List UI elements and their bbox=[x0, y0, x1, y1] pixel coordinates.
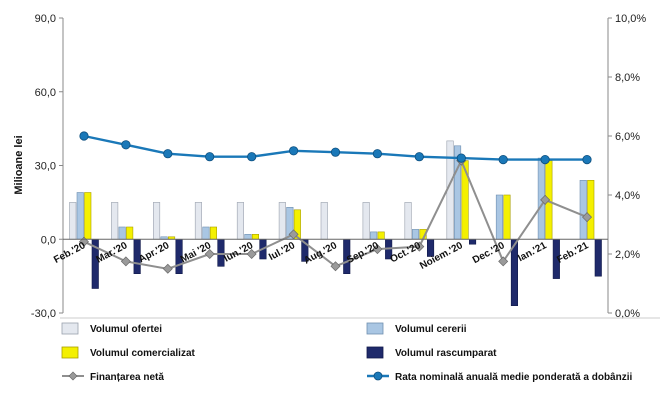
y2-tick-label: 8,0% bbox=[615, 72, 640, 84]
y-tick-label: 90,0 bbox=[35, 13, 56, 25]
x-tick-label: Apr.'20 bbox=[137, 240, 172, 265]
point-finantarea-neta-3 bbox=[204, 249, 215, 259]
x-tick-label: Ian.'21 bbox=[516, 240, 549, 264]
point-finantarea-neta-12 bbox=[582, 212, 593, 223]
point-rata-nominala-anuala-medie-ponderata-a-dobanzii-7 bbox=[372, 149, 382, 159]
bar-volumul-cererii-7 bbox=[370, 231, 378, 240]
point-finantarea-neta-8 bbox=[414, 241, 425, 252]
point-finantarea-neta-6 bbox=[330, 261, 341, 272]
y2-tick-label: 10,0% bbox=[615, 13, 646, 25]
bar-volumul-comercializat-10 bbox=[503, 194, 511, 240]
point-rata-nominala-anuala-medie-ponderata-a-dobanzii-2 bbox=[163, 149, 173, 159]
bar-volumul-cererii-10 bbox=[495, 194, 504, 240]
point-finantarea-neta-7 bbox=[372, 244, 383, 255]
x-tick-label: Iun.'20 bbox=[222, 240, 255, 265]
point-rata-nominala-anuala-medie-ponderata-a-dobanzii-0 bbox=[79, 131, 89, 141]
legend-label-volumul-cererii: Volumul cererii bbox=[395, 324, 467, 335]
legend-marker-rata-nominala-anuala-medie-ponderata-a-dobanzii bbox=[373, 371, 383, 381]
bar-volumul-comercializat-7 bbox=[377, 231, 385, 240]
point-finantarea-neta-1 bbox=[120, 256, 131, 267]
legend-label-volumul-ofertei: Volumul ofertei bbox=[90, 324, 162, 335]
y-axis-title: Milioane lei bbox=[13, 135, 25, 194]
point-rata-nominala-anuala-medie-ponderata-a-dobanzii-5 bbox=[288, 146, 299, 156]
point-rata-nominala-anuala-medie-ponderata-a-dobanzii-12 bbox=[582, 155, 592, 165]
point-rata-nominala-anuala-medie-ponderata-a-dobanzii-9 bbox=[456, 153, 466, 163]
legend-swatch-volumul-rascumparat bbox=[366, 346, 384, 359]
bar-volumul-ofertei-8 bbox=[404, 202, 412, 240]
legend-label-rata-nominala-anuala-medie-ponderata-a-dobanzii: Rata nominală anuală medie ponderată a d… bbox=[395, 372, 632, 383]
point-rata-nominala-anuala-medie-ponderata-a-dobanzii-3 bbox=[205, 152, 215, 162]
bar-volumul-cererii-0 bbox=[76, 192, 84, 240]
bar-volumul-ofertei-3 bbox=[194, 202, 202, 240]
bar-volumul-comercializat-12 bbox=[587, 180, 595, 240]
point-rata-nominala-anuala-medie-ponderata-a-dobanzii-11 bbox=[540, 155, 550, 165]
point-rata-nominala-anuala-medie-ponderata-a-dobanzii-6 bbox=[330, 147, 341, 157]
bar-volumul-ofertei-0 bbox=[69, 202, 77, 240]
legend-label-finantarea-neta: Finanțarea netă bbox=[90, 372, 164, 383]
x-tick-label: Sep.'20 bbox=[345, 240, 381, 266]
point-rata-nominala-anuala-medie-ponderata-a-dobanzii-1 bbox=[121, 140, 131, 150]
bar-volumul-cererii-3 bbox=[202, 226, 210, 240]
legend-label-volumul-rascumparat: Volumul rascumparat bbox=[395, 348, 497, 359]
x-tick-label: Feb.'20 bbox=[52, 240, 88, 266]
point-rata-nominala-anuala-medie-ponderata-a-dobanzii-4 bbox=[247, 152, 257, 162]
bar-volumul-ofertei-5 bbox=[278, 202, 286, 240]
bar-volumul-ofertei-4 bbox=[236, 202, 244, 240]
y-tick-label: -30,0 bbox=[31, 308, 56, 320]
legend-label-volumul-comercializat: Volumul comercializat bbox=[90, 348, 196, 359]
legend-swatch-volumul-ofertei bbox=[61, 322, 79, 335]
plot-area bbox=[69, 131, 602, 307]
bar-volumul-rascumparat-3 bbox=[217, 239, 225, 267]
bar-volumul-comercializat-9 bbox=[461, 160, 469, 240]
x-tick-label: Noiem.'20 bbox=[418, 240, 465, 272]
bar-volumul-rascumparat-9 bbox=[468, 239, 477, 245]
bar-volumul-cererii-4 bbox=[244, 234, 252, 240]
point-rata-nominala-anuala-medie-ponderata-a-dobanzii-8 bbox=[414, 152, 424, 162]
point-finantarea-neta-2 bbox=[162, 263, 173, 274]
point-rata-nominala-anuala-medie-ponderata-a-dobanzii-10 bbox=[498, 155, 508, 165]
bar-volumul-rascumparat-12 bbox=[594, 239, 602, 277]
bar-volumul-comercializat-0 bbox=[84, 192, 92, 240]
point-finantarea-neta-4 bbox=[246, 249, 257, 259]
y-tick-label: 30,0 bbox=[35, 161, 56, 173]
bar-volumul-cererii-8 bbox=[411, 229, 420, 240]
point-finantarea-neta-10 bbox=[498, 256, 509, 267]
bar-volumul-comercializat-4 bbox=[251, 234, 259, 240]
y-tick-label: 0,0 bbox=[41, 234, 56, 246]
y2-tick-label: 0,0% bbox=[615, 308, 640, 320]
x-tick-label: Iul.'20 bbox=[267, 240, 297, 263]
bar-volumul-ofertei-1 bbox=[111, 202, 119, 240]
bar-volumul-cererii-1 bbox=[118, 226, 126, 240]
legend-marker-finantarea-neta bbox=[68, 371, 78, 381]
y2-tick-label: 6,0% bbox=[615, 131, 640, 143]
y2-tick-label: 2,0% bbox=[615, 249, 640, 261]
point-finantarea-neta-11 bbox=[540, 194, 551, 205]
y2-tick-label: 4,0% bbox=[615, 190, 640, 202]
bar-volumul-comercializat-1 bbox=[126, 226, 134, 240]
bar-volumul-cererii-12 bbox=[579, 180, 587, 240]
bar-volumul-ofertei-6 bbox=[320, 202, 328, 240]
legend-swatch-volumul-comercializat bbox=[61, 346, 79, 359]
bar-volumul-ofertei-2 bbox=[153, 202, 161, 240]
x-tick-label: Feb.'21 bbox=[555, 240, 591, 266]
legend-swatch-volumul-cererii bbox=[366, 322, 384, 335]
y-tick-label: 60,0 bbox=[35, 87, 56, 99]
bar-volumul-comercializat-3 bbox=[209, 226, 217, 240]
bar-volumul-ofertei-7 bbox=[362, 202, 370, 240]
legend: Volumul ofertei Volumul cererii Volumul co… bbox=[60, 317, 660, 383]
